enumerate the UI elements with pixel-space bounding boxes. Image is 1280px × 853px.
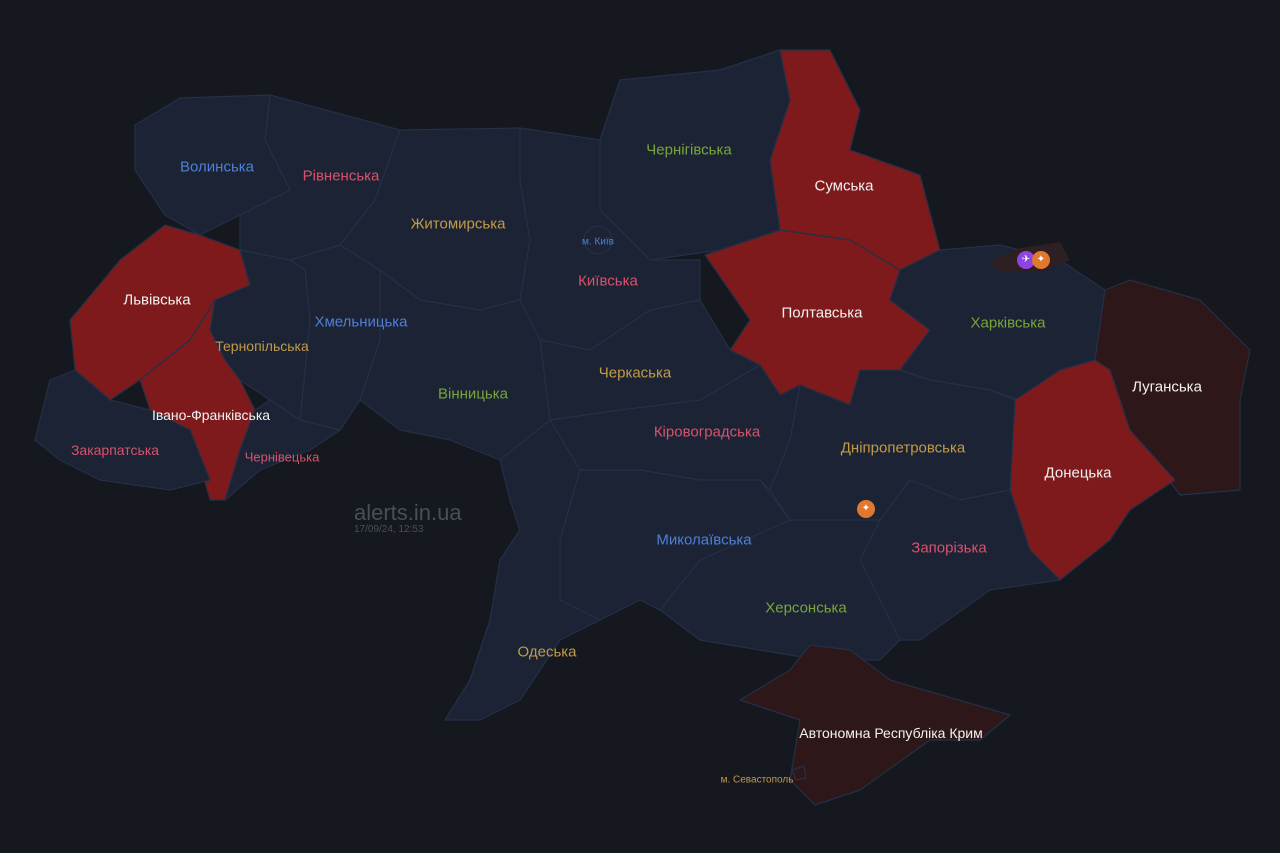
label-vinnytska: Вінницька <box>438 385 508 403</box>
label-khmelnytska: Хмельницька <box>314 313 408 331</box>
label-zakarpatska: Закарпатська <box>70 442 160 458</box>
label-cherkaska: Черкаська <box>598 364 672 382</box>
label-odeska: Одеська <box>517 643 577 661</box>
label-donetska: Донецька <box>1044 464 1112 482</box>
label-sevastopol: м. Севастополь <box>720 774 794 786</box>
drone-icon[interactable]: ✈ <box>1017 251 1035 269</box>
label-ternopilska: Тернопільська <box>215 338 309 354</box>
label-chernihivska: Чернігівська <box>646 141 732 159</box>
label-kharkivska: Харківська <box>970 314 1046 332</box>
watermark: alerts.in.ua 17/09/24, 12:53 <box>354 500 462 535</box>
region-kyiv-city[interactable] <box>583 225 613 255</box>
region-sevastopol[interactable] <box>791 765 807 781</box>
region-chernivetska[interactable] <box>224 399 341 501</box>
label-dnipropetrovska: Дніпропетровська <box>840 439 966 457</box>
label-kirovohradska: Кіровоградська <box>653 423 761 441</box>
label-mykolaivska: Миколаївська <box>656 531 752 549</box>
label-crimea: Автономна Республіка Крим <box>799 725 983 741</box>
label-poltavska: Полтавська <box>781 304 863 322</box>
watermark-timestamp: 17/09/24, 12:53 <box>354 524 424 535</box>
label-zhytomyrska: Житомирська <box>410 215 506 233</box>
label-kyivska: Київська <box>578 272 638 290</box>
label-chernivetska: Чернівецька <box>244 449 320 465</box>
artillery-icon[interactable]: ✦ <box>857 500 875 518</box>
region-khersonska[interactable] <box>659 519 901 661</box>
region-odeska[interactable] <box>444 419 601 721</box>
label-khersonska: Херсонська <box>765 599 847 617</box>
label-lvivska: Львівська <box>123 291 191 309</box>
label-zaporizka: Запорізька <box>911 539 987 557</box>
label-luhanska: Луганська <box>1132 378 1202 396</box>
region-zakarpatska[interactable] <box>34 369 211 491</box>
artillery-icon[interactable]: ✦ <box>1032 251 1050 269</box>
label-kyiv: м. Київ <box>582 236 614 248</box>
label-sumska: Сумська <box>814 177 874 195</box>
region-crimea[interactable] <box>739 644 1011 806</box>
label-ivano-frankivska: Івано-Франківська <box>151 407 271 423</box>
label-volynska: Волинська <box>180 158 254 176</box>
watermark-site: alerts.in.ua <box>354 500 462 525</box>
label-rivnenska: Рівненська <box>302 167 380 185</box>
